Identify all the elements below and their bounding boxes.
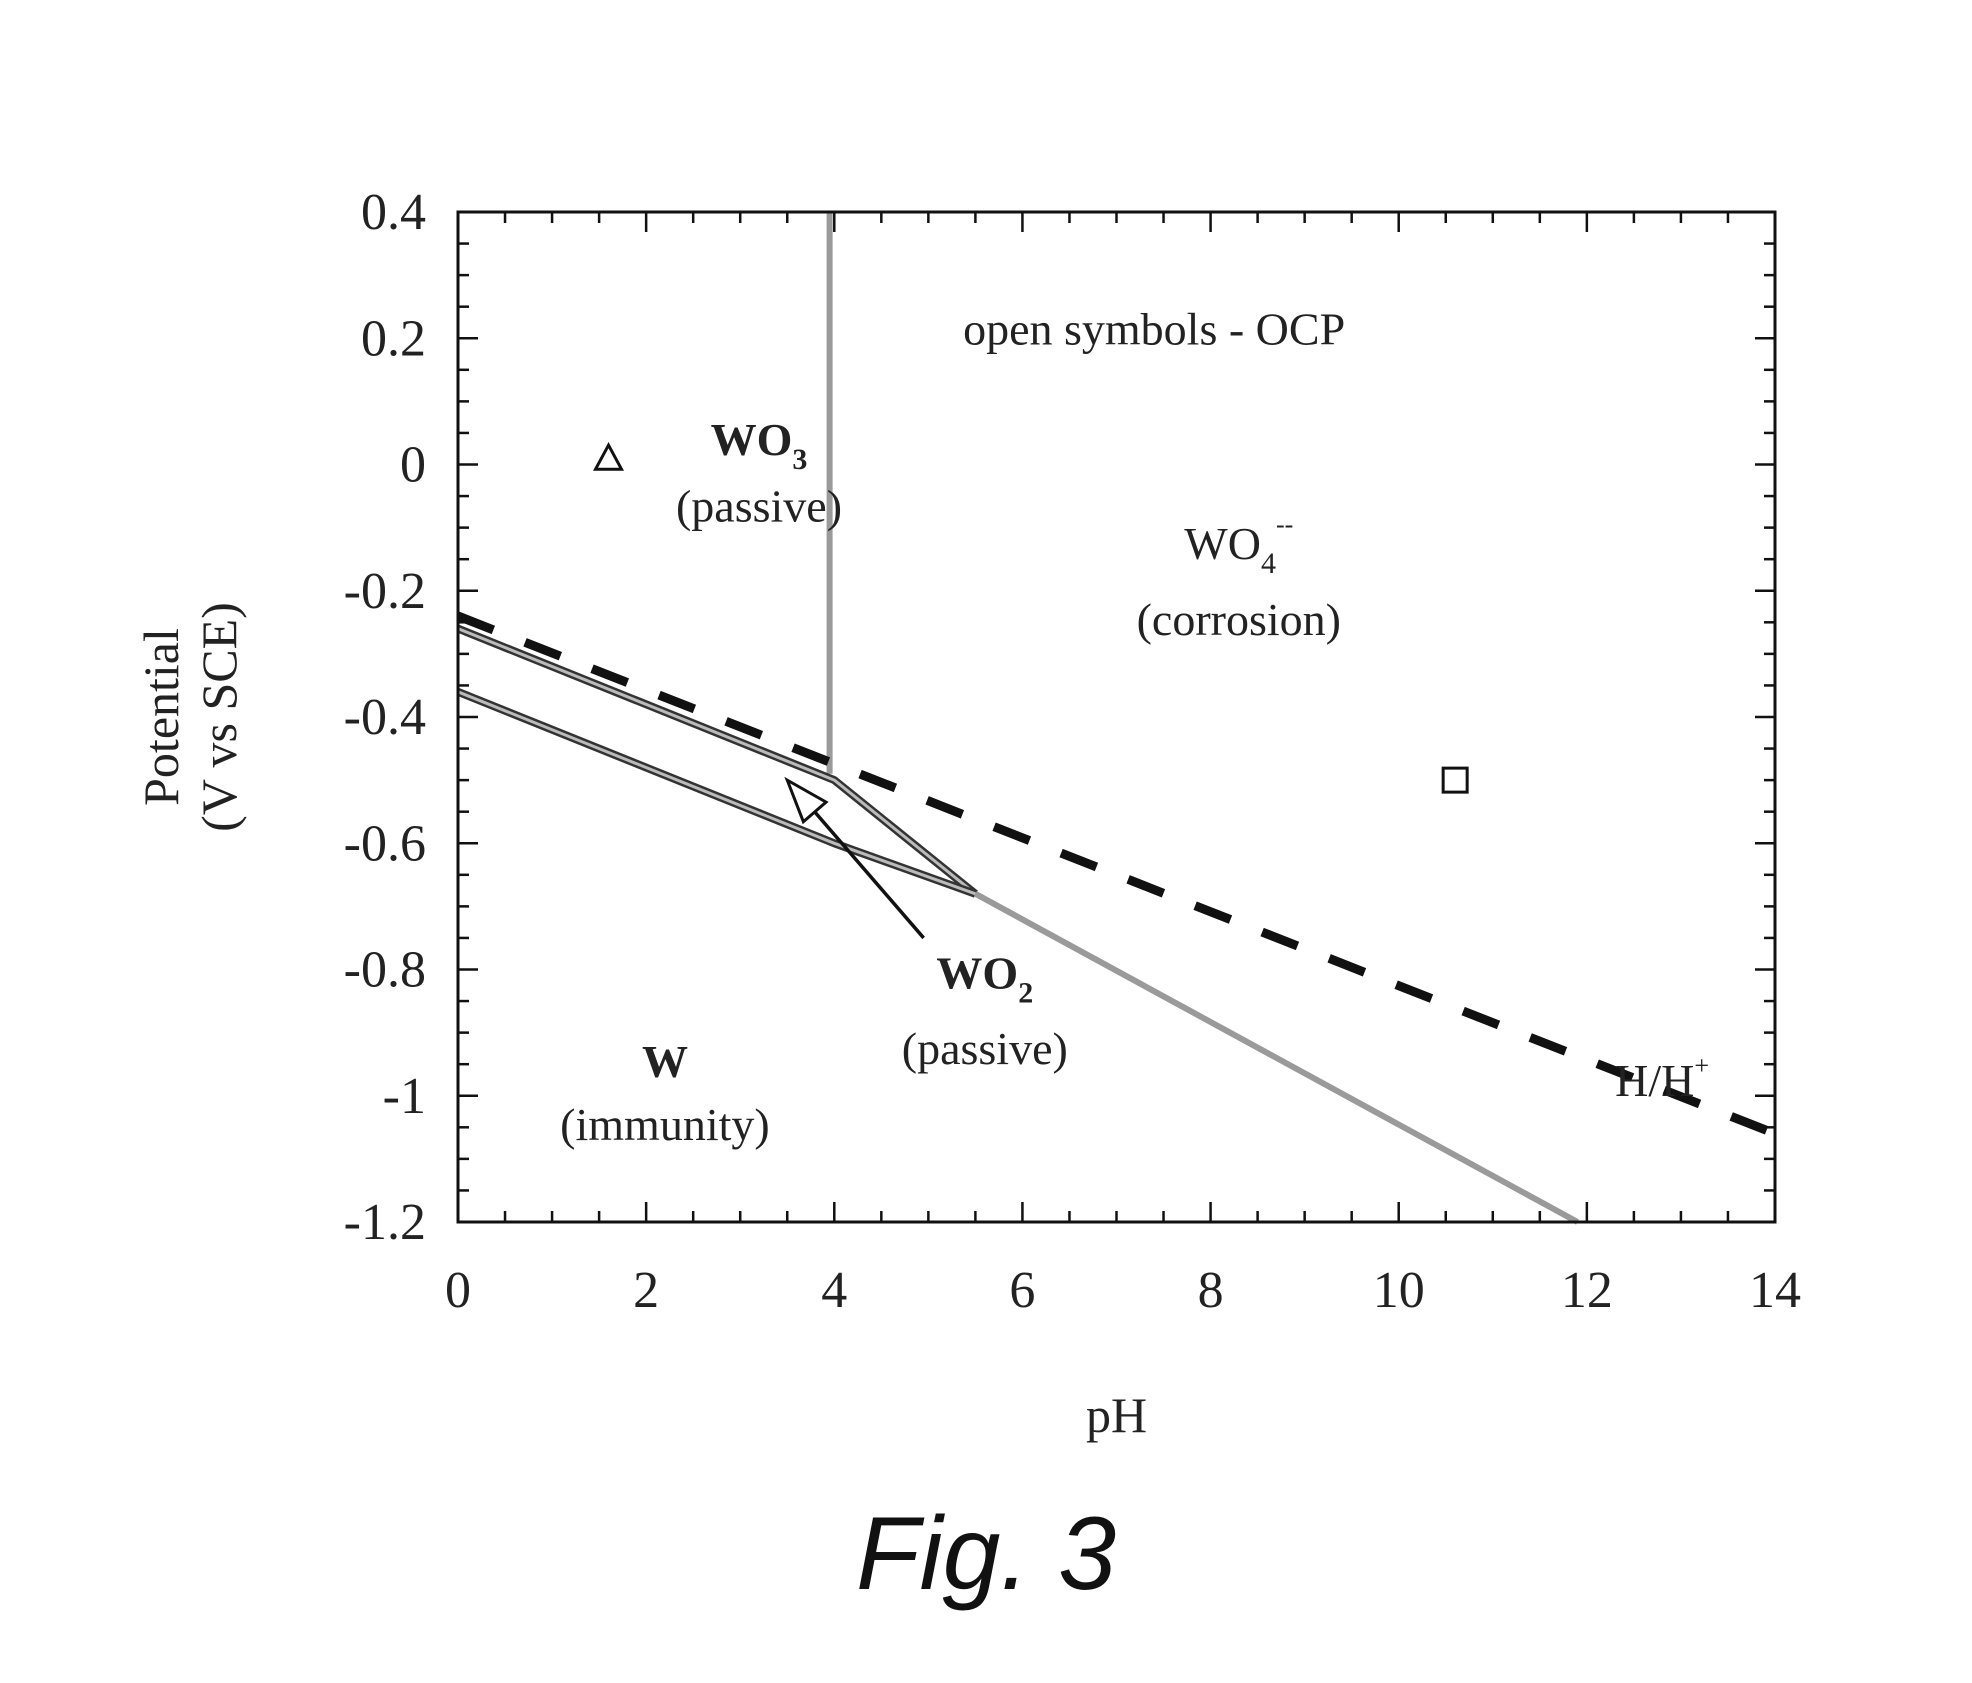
wo3-wo2-boundary-inner	[458, 629, 975, 894]
y-tick-label: -0.2	[344, 563, 426, 620]
y-axis-title-line1: Potential	[133, 628, 189, 806]
wo2-state: (passive)	[902, 1023, 1068, 1074]
x-tick-label: 12	[1561, 1262, 1613, 1319]
x-tick-label: 10	[1373, 1262, 1425, 1319]
y-tick-label: 0	[400, 437, 426, 494]
legend-note: open symbols - OCP	[963, 304, 1345, 355]
hydrogen-label-superscript: +	[1694, 1051, 1709, 1080]
wo4-state: (corrosion)	[1137, 594, 1341, 645]
wo3-name-main: WO	[711, 414, 793, 465]
x-tick-label: 0	[445, 1262, 471, 1319]
x-axis-title: pH	[1086, 1387, 1147, 1443]
y-tick-label: -1.2	[344, 1194, 426, 1251]
y-axis-title: Potential (V vs SCE)	[133, 602, 247, 832]
y-tick-label: -0.4	[344, 689, 426, 746]
y-tick-label: -0.6	[344, 815, 426, 872]
y-tick-label: 0.4	[361, 184, 426, 241]
figure-caption: Fig. 3	[0, 1495, 1972, 1614]
wo3-state: (passive)	[676, 480, 842, 531]
x-tick-label: 4	[821, 1262, 847, 1319]
wo2-name-subscript: 2	[1018, 976, 1033, 1009]
wo3-name: WO3	[711, 414, 808, 476]
wo4-name-subscript: 4	[1261, 547, 1276, 580]
arrow-shaft	[815, 812, 924, 938]
wo4-name: WO4--	[1184, 510, 1293, 580]
wo3-name-subscript: 3	[792, 443, 807, 476]
wo2-name: WO2	[936, 947, 1033, 1009]
arrow-head	[787, 780, 826, 822]
wo2-name-main: WO	[936, 947, 1018, 998]
y-tick-label: -0.8	[344, 942, 426, 999]
y-axis-title-line2: (V vs SCE)	[191, 602, 247, 832]
x-tick-label: 6	[1009, 1262, 1035, 1319]
wo4-name-main: WO	[1184, 518, 1261, 569]
triangle-marker	[596, 445, 622, 469]
w-state: (immunity)	[560, 1099, 770, 1150]
x-tick-label: 14	[1749, 1262, 1801, 1319]
y-tick-label: 0.2	[361, 310, 426, 367]
square-marker	[1443, 768, 1467, 792]
x-tick-label: 8	[1198, 1262, 1224, 1319]
x-tick-label: 2	[633, 1262, 659, 1319]
hydrogen-label-main: H/H	[1615, 1055, 1694, 1106]
arrow-layer	[787, 780, 923, 938]
wo4-name-superscript: --	[1276, 510, 1293, 539]
wo3-wo2-boundary-outer	[458, 629, 975, 894]
y-tick-label: -1	[383, 1068, 426, 1125]
w-name: W	[642, 1036, 688, 1087]
